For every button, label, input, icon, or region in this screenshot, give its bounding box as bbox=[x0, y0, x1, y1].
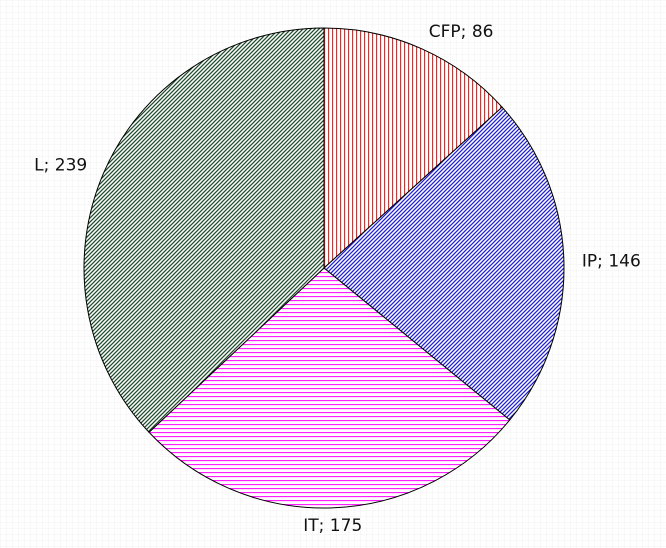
pie-slice bbox=[323, 106, 565, 421]
pie-slice bbox=[83, 27, 325, 433]
data-label: CFP; 86 bbox=[429, 22, 494, 42]
pie-slice bbox=[148, 267, 511, 509]
data-label: L; 239 bbox=[34, 156, 87, 176]
data-label: IT; 175 bbox=[303, 516, 362, 536]
pie-slice bbox=[323, 27, 503, 270]
data-label: IP; 146 bbox=[582, 252, 641, 272]
